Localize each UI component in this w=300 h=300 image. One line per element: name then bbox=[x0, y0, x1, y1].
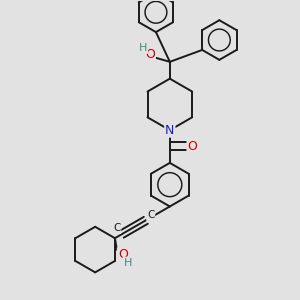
Text: H: H bbox=[139, 43, 147, 53]
Text: C: C bbox=[113, 223, 121, 233]
Text: C: C bbox=[147, 210, 154, 220]
Text: N: N bbox=[165, 124, 175, 137]
Text: O: O bbox=[188, 140, 197, 152]
Text: O: O bbox=[118, 248, 128, 261]
Text: H: H bbox=[124, 258, 132, 268]
Text: O: O bbox=[145, 48, 155, 62]
